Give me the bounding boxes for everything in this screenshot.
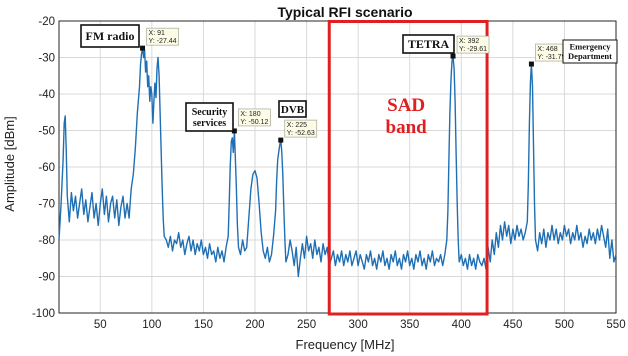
- source-label-tetra: TETRA: [402, 34, 455, 54]
- source-label-text: FM radio: [86, 29, 135, 43]
- x-tick-label: 50: [94, 319, 107, 331]
- y-tick-label: -50: [38, 126, 55, 138]
- y-tick-label: -40: [38, 89, 55, 101]
- datatip-y-label: Y: -31.79: [537, 54, 565, 61]
- datatip-y-label: Y: -29.61: [459, 46, 487, 53]
- y-tick-label: -30: [38, 53, 55, 65]
- datatip-box: [456, 35, 490, 54]
- y-tick-label: -20: [38, 16, 55, 28]
- y-tick-label: -90: [38, 272, 55, 284]
- source-label-text: TETRA: [408, 37, 450, 51]
- source-label-box: [402, 34, 455, 54]
- x-tick-label: 100: [142, 319, 161, 331]
- sad-band-box: [327, 20, 489, 316]
- source-label-text: DVB: [281, 104, 305, 116]
- datatip-marker: [140, 45, 146, 51]
- x-tick-label: 550: [606, 319, 625, 331]
- datatip-x-label: X: 180: [240, 111, 260, 118]
- source-label-box: [80, 24, 140, 48]
- datatip: X: 91Y: -27.44: [140, 27, 179, 51]
- y-tick-label: -80: [38, 235, 55, 247]
- y-tick-labels: -100 -90 -80 -70 -60 -50 -40 -30 -20: [32, 16, 55, 320]
- source-label-box: [278, 100, 307, 118]
- datatip-marker: [231, 128, 237, 134]
- source-label-fm: FM radio: [80, 24, 140, 48]
- x-tick-label: 150: [194, 319, 213, 331]
- datatip-box: [146, 27, 179, 46]
- datatip-box: [238, 108, 271, 127]
- datatip-x-label: X: 392: [459, 38, 479, 45]
- series-line: [58, 47, 617, 278]
- x-tick-labels: 50 100 150 200 250 300 350 400 450 500 550: [94, 319, 626, 331]
- datatip-box: [284, 119, 318, 138]
- datatip-x-label: X: 225: [287, 122, 307, 129]
- x-axis-label: Frequency [MHz]: [296, 337, 395, 352]
- source-label-box: [185, 102, 234, 132]
- x-tick-label: 450: [503, 319, 522, 331]
- source-label-text: Security: [192, 107, 228, 118]
- datatip-marker: [528, 61, 534, 67]
- source-label-text: Department: [568, 51, 612, 61]
- x-tick-label: 200: [245, 319, 264, 331]
- source-label-dvb: DVB: [278, 100, 307, 118]
- datatip-y-label: Y: -50.12: [240, 119, 268, 126]
- x-tick-label: 250: [297, 319, 316, 331]
- source-label-box: [562, 39, 618, 64]
- chart-title: Typical RFI scenario: [277, 4, 412, 20]
- sad-band-label: SAD: [387, 95, 425, 116]
- datatip-x-label: X: 91: [149, 30, 165, 37]
- datatip-marker: [450, 53, 456, 59]
- datatip-y-label: Y: -52.63: [287, 130, 315, 137]
- source-label-text: services: [193, 118, 226, 129]
- x-tick-label: 500: [555, 319, 574, 331]
- y-axis-label: Amplitude [dBm]: [2, 116, 17, 211]
- sad-band-label: band: [386, 117, 428, 138]
- y-tick-label: -60: [38, 162, 55, 174]
- x-tick-label: 300: [349, 319, 368, 331]
- source-label-text: Emergency: [569, 42, 611, 52]
- datatip-x-label: X: 468: [537, 46, 557, 53]
- x-tick-label: 350: [400, 319, 419, 331]
- series-layer: [58, 47, 617, 278]
- datatip-y-label: Y: -27.44: [149, 38, 177, 45]
- datatip-marker: [278, 137, 284, 143]
- y-tick-label: -70: [38, 199, 55, 211]
- y-tick-label: -100: [32, 308, 55, 320]
- x-tick-label: 400: [452, 319, 471, 331]
